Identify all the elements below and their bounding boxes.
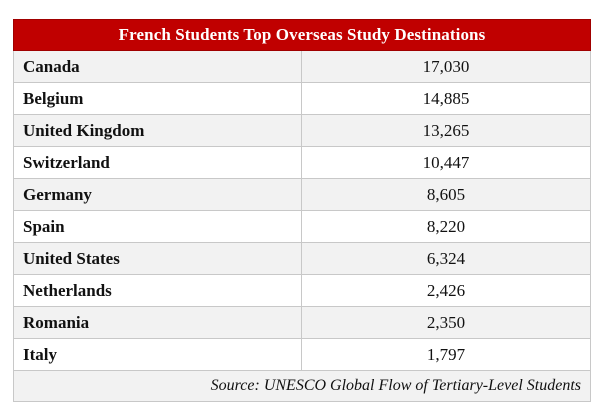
table-row: Italy 1,797 [13, 338, 591, 371]
student-count-cell: 6,324 [301, 242, 591, 275]
student-count-cell: 17,030 [301, 50, 591, 83]
country-cell: Spain [13, 210, 302, 243]
country-cell: Canada [13, 50, 302, 83]
destinations-table-container: French Students Top Overseas Study Desti… [13, 19, 591, 402]
student-count-cell: 10,447 [301, 146, 591, 179]
table-row: Switzerland 10,447 [13, 146, 591, 179]
country-cell: Italy [13, 338, 302, 371]
table-row: Netherlands 2,426 [13, 274, 591, 307]
country-cell: Germany [13, 178, 302, 211]
student-count-cell: 13,265 [301, 114, 591, 147]
country-cell: United States [13, 242, 302, 275]
student-count-cell: 8,605 [301, 178, 591, 211]
table-row: Canada 17,030 [13, 50, 591, 83]
country-cell: Netherlands [13, 274, 302, 307]
country-cell: Switzerland [13, 146, 302, 179]
country-cell: United Kingdom [13, 114, 302, 147]
table-row: Spain 8,220 [13, 210, 591, 243]
table-header-row: French Students Top Overseas Study Desti… [13, 19, 591, 51]
source-row: Source: UNESCO Global Flow of Tertiary-L… [13, 370, 591, 402]
table-row: Germany 8,605 [13, 178, 591, 211]
student-count-cell: 8,220 [301, 210, 591, 243]
table-row: United States 6,324 [13, 242, 591, 275]
country-cell: Belgium [13, 82, 302, 115]
table-row: Romania 2,350 [13, 306, 591, 339]
table-title: French Students Top Overseas Study Desti… [13, 19, 591, 51]
table-body: Canada 17,030 Belgium 14,885 United Kingdom 1… [13, 50, 591, 371]
country-cell: Romania [13, 306, 302, 339]
student-count-cell: 14,885 [301, 82, 591, 115]
table-row: United Kingdom 13,265 [13, 114, 591, 147]
source-note: Source: UNESCO Global Flow of Tertiary-L… [13, 370, 591, 402]
destinations-table: French Students Top Overseas Study Desti… [13, 19, 591, 402]
table-row: Belgium 14,885 [13, 82, 591, 115]
student-count-cell: 2,426 [301, 274, 591, 307]
student-count-cell: 1,797 [301, 338, 591, 371]
student-count-cell: 2,350 [301, 306, 591, 339]
